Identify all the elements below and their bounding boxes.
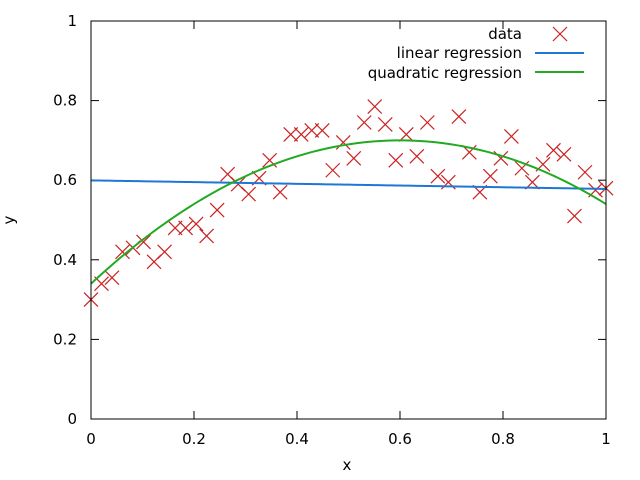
data-point	[272, 184, 288, 200]
data-point	[398, 127, 414, 142]
data-point	[377, 117, 393, 132]
legend-label-data: data	[488, 25, 522, 43]
data-point	[188, 216, 204, 232]
data-point	[283, 127, 299, 142]
y-tick-label: 0.2	[53, 330, 77, 348]
data-point	[293, 127, 309, 142]
data-point	[346, 150, 362, 166]
legend-label-quadratic-regression: quadratic regression	[368, 64, 522, 82]
data-point	[567, 208, 582, 224]
data-point	[136, 234, 151, 250]
data-point	[314, 123, 330, 138]
data-point	[577, 164, 593, 180]
data-point	[556, 146, 572, 162]
y-axis-label: y	[0, 215, 18, 224]
y-tick-label: 0.6	[53, 171, 77, 189]
legend: data linear regression quadratic regress…	[368, 25, 584, 82]
y-tick-label: 0	[67, 410, 77, 428]
x-tick-label: 0.6	[388, 430, 412, 448]
data-point	[356, 115, 372, 130]
y-tick-label: 0.4	[53, 251, 77, 269]
data-point	[241, 186, 257, 202]
data-point	[167, 220, 183, 236]
data-point	[546, 142, 561, 158]
data-point	[115, 244, 130, 260]
data-point	[503, 128, 519, 144]
data-point	[388, 152, 404, 168]
x-tick-label: 1	[601, 430, 611, 448]
series-group	[83, 99, 614, 308]
data-point	[451, 109, 467, 124]
x-tick-label: 0.8	[491, 430, 515, 448]
plot-frame	[90, 20, 607, 420]
x-tick-label: 0.4	[285, 430, 309, 448]
x-tick-label: 0.2	[182, 430, 206, 448]
data-point	[419, 115, 435, 130]
y-tick-label: 1	[67, 12, 77, 30]
legend-marker-data	[552, 26, 568, 42]
quadratic-regression-line	[90, 139, 607, 285]
data-point	[325, 162, 341, 178]
data-point	[430, 168, 446, 184]
data-point	[178, 220, 194, 236]
data-point	[367, 99, 383, 114]
x-tick-label: 0	[86, 430, 96, 448]
data-point	[304, 123, 320, 138]
data-point	[482, 168, 498, 184]
x-axis-label: x	[343, 456, 352, 474]
data-point	[199, 228, 215, 244]
data-point	[209, 202, 225, 218]
linear-regression-line	[90, 179, 607, 190]
data-point	[157, 244, 173, 260]
data-point	[409, 148, 425, 164]
legend-label-linear-regression: linear regression	[397, 44, 522, 62]
data-point	[104, 270, 120, 286]
y-tick-label: 0.8	[53, 92, 77, 110]
